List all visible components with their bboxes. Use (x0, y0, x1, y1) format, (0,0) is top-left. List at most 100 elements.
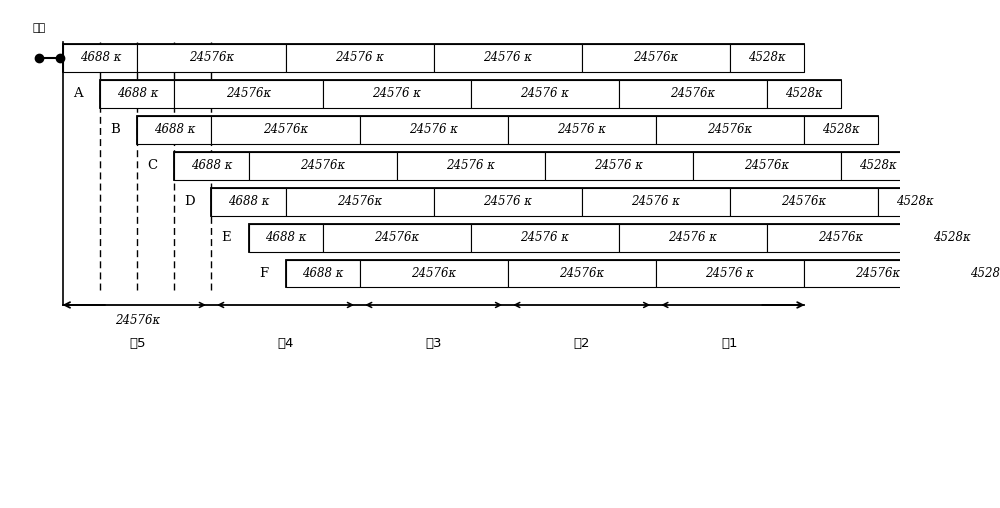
Bar (545, 152, 693, 179)
Bar (100, 80, 174, 108)
Text: 24576κ: 24576κ (189, 51, 234, 65)
Text: 4528κ: 4528κ (785, 87, 823, 101)
Bar (63, 44, 137, 72)
Bar (508, 116, 656, 144)
Text: 24576 κ: 24576 κ (483, 51, 532, 65)
Text: 24576κ: 24576κ (559, 267, 604, 280)
Bar (471, 224, 619, 251)
Text: A: A (73, 87, 83, 101)
Text: 补零: 补零 (32, 23, 46, 33)
Text: 的4: 的4 (277, 337, 294, 351)
Bar (137, 44, 286, 72)
Bar (582, 44, 730, 72)
Text: 24576 κ: 24576 κ (705, 267, 754, 280)
Text: 的3: 的3 (425, 337, 442, 351)
Bar (286, 44, 434, 72)
Bar (619, 80, 767, 108)
Text: 4528κ: 4528κ (822, 123, 860, 136)
Text: 4688 κ: 4688 κ (117, 87, 158, 101)
Bar (619, 224, 767, 251)
Text: 24576 κ: 24576 κ (668, 231, 717, 244)
Text: D: D (184, 195, 195, 208)
Text: B: B (110, 123, 120, 136)
Text: 24576κ: 24576κ (337, 195, 382, 208)
Bar (211, 188, 952, 215)
Text: 24576 κ: 24576 κ (520, 87, 569, 101)
Text: 24576 κ: 24576 κ (594, 160, 643, 172)
Text: 24576κ: 24576κ (226, 87, 271, 101)
Text: 24576κ: 24576κ (670, 87, 715, 101)
Bar (804, 260, 952, 288)
Text: 24576κ: 24576κ (374, 231, 419, 244)
Bar (286, 260, 360, 288)
Bar (508, 260, 656, 288)
Bar (249, 224, 989, 251)
Text: 24576κ: 24576κ (855, 267, 901, 280)
Text: 24576κ: 24576κ (263, 123, 308, 136)
Bar (174, 80, 323, 108)
Text: 4528κ: 4528κ (748, 51, 786, 65)
Bar (249, 152, 397, 179)
Bar (137, 116, 878, 144)
Text: 4688 κ: 4688 κ (302, 267, 343, 280)
Bar (249, 224, 323, 251)
Text: 4688 κ: 4688 κ (154, 123, 195, 136)
Text: 4528κ: 4528κ (859, 160, 897, 172)
Text: C: C (147, 160, 157, 172)
Bar (360, 260, 508, 288)
Bar (471, 80, 619, 108)
Text: 4688 κ: 4688 κ (265, 231, 306, 244)
Text: 24576 κ: 24576 κ (557, 123, 606, 136)
Text: 24576κ: 24576κ (633, 51, 678, 65)
Text: E: E (221, 231, 231, 244)
Bar (286, 188, 434, 215)
Text: 24576κ: 24576κ (707, 123, 752, 136)
Bar (767, 224, 915, 251)
Text: 24576 κ: 24576 κ (446, 160, 495, 172)
Text: 4688 κ: 4688 κ (80, 51, 121, 65)
Text: 4528κ: 4528κ (970, 267, 1000, 280)
Bar (915, 224, 989, 251)
Text: 24576κ: 24576κ (115, 314, 160, 327)
Text: 24576κ: 24576κ (744, 160, 789, 172)
Bar (63, 44, 804, 72)
Text: 4688 κ: 4688 κ (228, 195, 269, 208)
Text: 4688 κ: 4688 κ (191, 160, 232, 172)
Bar (174, 152, 915, 179)
Bar (211, 188, 286, 215)
Text: 24576κ: 24576κ (818, 231, 863, 244)
Text: 的2: 的2 (573, 337, 590, 351)
Bar (582, 188, 730, 215)
Bar (693, 152, 841, 179)
Text: 的5: 的5 (129, 337, 146, 351)
Bar (434, 44, 582, 72)
Bar (137, 116, 211, 144)
Bar (952, 260, 1000, 288)
Bar (323, 80, 471, 108)
Bar (841, 152, 915, 179)
Bar (174, 152, 249, 179)
Text: 24576κ: 24576κ (411, 267, 456, 280)
Text: 4528κ: 4528κ (896, 195, 934, 208)
Text: 24576κ: 24576κ (300, 160, 345, 172)
Bar (767, 80, 841, 108)
Text: 24576 κ: 24576 κ (520, 231, 569, 244)
Bar (730, 44, 804, 72)
Bar (323, 224, 471, 251)
Text: 24576 κ: 24576 κ (409, 123, 458, 136)
Bar (804, 116, 878, 144)
Bar (360, 116, 508, 144)
Text: 24576 κ: 24576 κ (372, 87, 421, 101)
Text: 24576 κ: 24576 κ (631, 195, 680, 208)
Bar (656, 116, 804, 144)
Bar (656, 260, 804, 288)
Text: 24576 κ: 24576 κ (335, 51, 384, 65)
Bar (211, 116, 360, 144)
Bar (434, 188, 582, 215)
Bar (286, 260, 1000, 288)
Bar (100, 80, 841, 108)
Text: 4528κ: 4528κ (933, 231, 971, 244)
Text: F: F (259, 267, 268, 280)
Bar (730, 188, 878, 215)
Text: 的1: 的1 (722, 337, 738, 351)
